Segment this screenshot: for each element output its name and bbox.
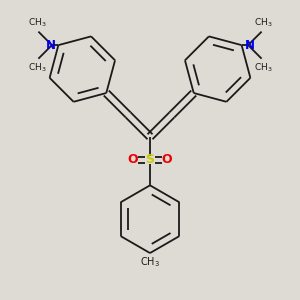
Text: N: N xyxy=(244,39,255,52)
Text: CH$_3$: CH$_3$ xyxy=(28,61,46,74)
Text: O: O xyxy=(128,153,138,166)
Text: S: S xyxy=(146,153,154,166)
Text: CH$_3$: CH$_3$ xyxy=(254,17,272,29)
Text: CH$_3$: CH$_3$ xyxy=(140,255,160,269)
Text: O: O xyxy=(162,153,172,166)
Text: N: N xyxy=(45,39,56,52)
Text: CH$_3$: CH$_3$ xyxy=(254,61,272,74)
Text: CH$_3$: CH$_3$ xyxy=(28,17,46,29)
